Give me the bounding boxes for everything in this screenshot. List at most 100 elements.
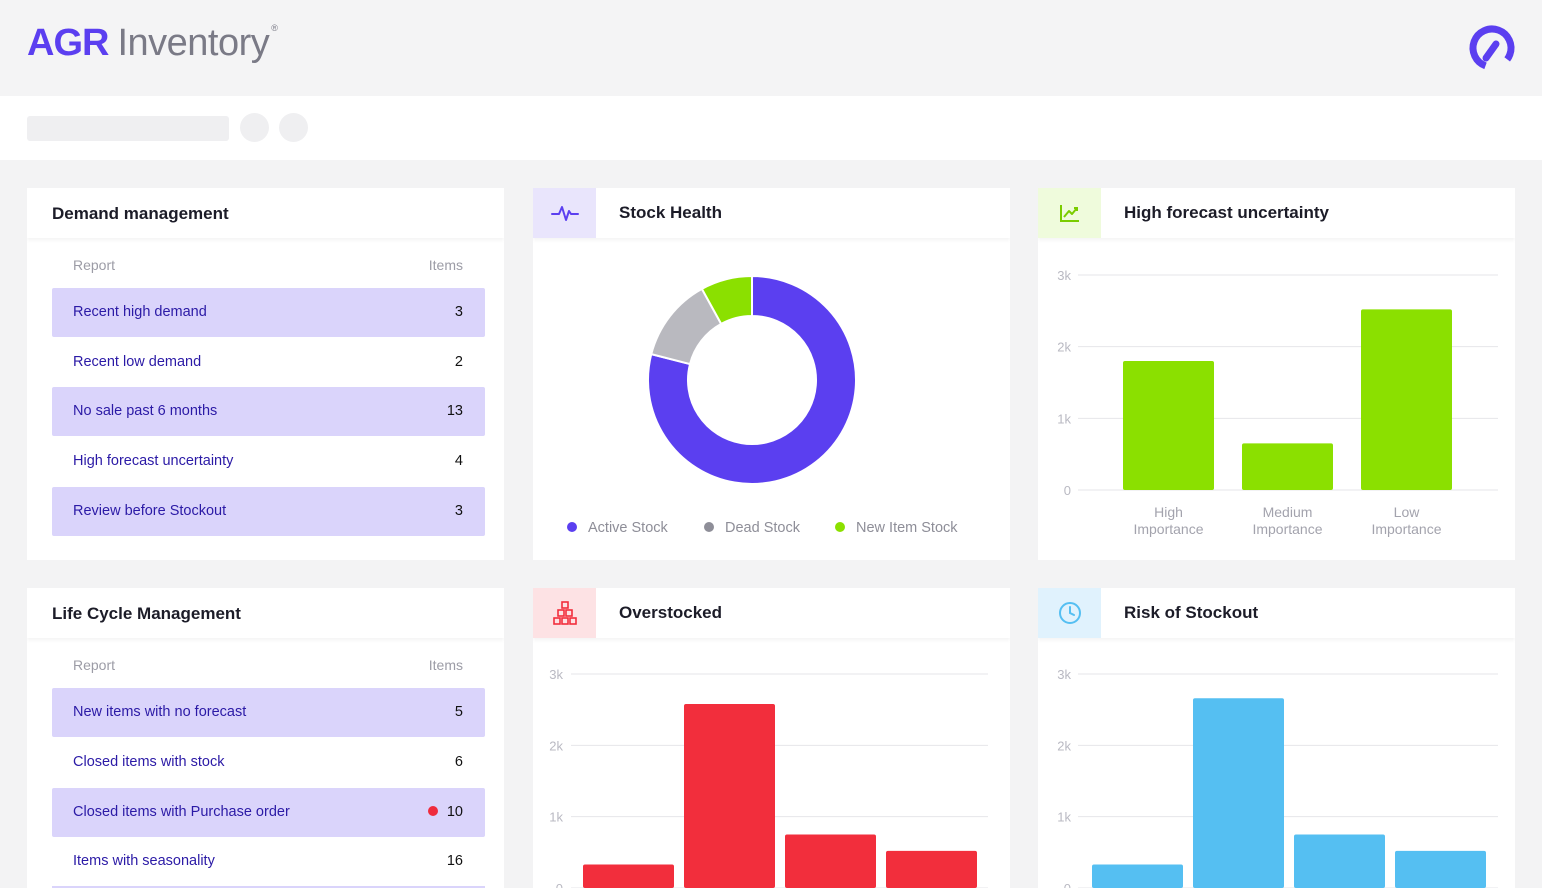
donut-slice: [647, 274, 857, 485]
y-tick-label: 3k: [549, 667, 563, 682]
report-label: High forecast uncertainty: [73, 453, 234, 469]
card-title: Life Cycle Management: [52, 604, 241, 623]
stock-health-donut-chart: [647, 274, 857, 485]
y-tick-label: 2k: [1057, 738, 1071, 753]
report-label: Closed items with stock: [73, 754, 225, 770]
report-row[interactable]: No sale past 6 months 13: [52, 387, 485, 436]
x-tick-label: High: [1154, 504, 1183, 520]
top-bar: AGR Inventory ®: [0, 0, 1542, 96]
report-label: Recent high demand: [73, 304, 207, 320]
bar: [684, 703, 775, 888]
bar: [1242, 443, 1333, 490]
legend-label: New Item Stock: [856, 520, 958, 536]
x-tick-label: Medium: [1263, 504, 1313, 520]
report-count: 2: [454, 354, 463, 370]
bar: [785, 834, 876, 888]
clock-icon: [1038, 588, 1101, 638]
logo-secondary: Inventory: [117, 22, 270, 64]
report-label: No sale past 6 months: [73, 403, 218, 419]
y-tick-label: 1k: [1057, 810, 1071, 825]
report-count: 13: [446, 403, 463, 419]
report-label: Review before Stockout: [73, 503, 227, 519]
y-tick-label: 1k: [549, 810, 563, 825]
card-header: Overstocked: [533, 588, 1010, 638]
alert-dot: [427, 806, 438, 816]
card-header: Risk of Stockout: [1038, 588, 1515, 638]
report-count-value: 10: [446, 804, 463, 820]
legend-item[interactable]: Active Stock: [567, 518, 668, 538]
column-header-report: Report: [73, 657, 116, 673]
bar: [1193, 698, 1284, 888]
legend-item[interactable]: Dead Stock: [704, 518, 800, 538]
y-tick-label: 1k: [1057, 411, 1071, 426]
report-count: 16: [446, 853, 463, 869]
y-tick-label: 0: [556, 881, 563, 888]
y-tick-label: 2k: [1057, 340, 1071, 355]
search-placeholder: [27, 116, 229, 141]
x-tick-label: Importance: [1371, 521, 1441, 537]
stockout-bar-chart: 0 1k 2k 3k: [1057, 667, 1498, 888]
stock-health-card: Stock Health Active Stock Dead Stock New…: [533, 188, 1010, 560]
trend-chart-icon: [1038, 188, 1101, 238]
report-count: 10: [427, 788, 463, 837]
logo-registered-mark: ®: [271, 23, 278, 33]
bar: [1123, 361, 1214, 490]
forecast-uncertainty-card: High forecast uncertainty 0 1k 2k 3k High Imp…: [1038, 188, 1515, 560]
report-label: Closed items with Purchase order: [73, 804, 290, 820]
report-row[interactable]: Review before Stockout 3: [52, 487, 485, 536]
report-row[interactable]: Closed items with stock 6: [52, 738, 485, 787]
report-label: New items with no forecast: [73, 704, 247, 720]
card-title: Risk of Stockout: [1124, 603, 1259, 622]
legend-label: Active Stock: [588, 520, 668, 536]
card-header: Stock Health: [533, 188, 1010, 238]
row-divider: [52, 886, 485, 888]
logo-primary: AGR: [27, 22, 109, 64]
legend-item[interactable]: New Item Stock: [835, 518, 958, 538]
card-title: Demand management: [52, 204, 229, 223]
pulse-icon: [533, 188, 596, 238]
report-count: 3: [454, 503, 463, 519]
brand-swoosh-icon[interactable]: [1466, 22, 1518, 74]
report-count: 4: [454, 453, 463, 469]
legend-swatch: [567, 522, 577, 532]
risk-of-stockout-card: Risk of Stockout 0 1k 2k 3k: [1038, 588, 1515, 888]
report-count: 3: [454, 304, 463, 320]
card-title: High forecast uncertainty: [1124, 203, 1329, 222]
chart-legend: Active Stock Dead Stock New Item Stock: [533, 518, 1010, 538]
report-row[interactable]: Recent low demand 2: [52, 338, 485, 387]
card-header: Life Cycle Management: [27, 588, 504, 638]
forecast-bar-chart: 01k2k3kHighImportanceMediumImportanceLow…: [1057, 268, 1498, 537]
report-count: 5: [454, 704, 463, 720]
app-logo[interactable]: AGR Inventory ®: [27, 22, 278, 74]
column-header-report: Report: [73, 257, 116, 273]
overstocked-bar-chart: 0 1k 2k 3k: [549, 667, 988, 888]
legend-label: Dead Stock: [725, 520, 800, 536]
card-header: High forecast uncertainty: [1038, 188, 1515, 238]
stacked-boxes-icon: [533, 588, 596, 638]
bar: [1361, 309, 1452, 490]
column-header-items: Items: [428, 257, 463, 273]
y-tick-label: 3k: [1057, 667, 1071, 682]
bar: [583, 864, 674, 888]
card-title: Stock Health: [619, 203, 722, 222]
card-header: Demand management: [27, 188, 504, 238]
toolbar: [0, 96, 1542, 160]
life-cycle-management-card: Life Cycle Management Report Items New i…: [27, 588, 504, 888]
report-count: 6: [454, 754, 463, 770]
placeholder-button: [279, 113, 308, 142]
report-row[interactable]: Recent high demand 3: [52, 288, 485, 337]
report-label: Items with seasonality: [73, 853, 215, 869]
report-row[interactable]: High forecast uncertainty 4: [52, 437, 485, 486]
placeholder-button: [240, 113, 269, 142]
y-tick-label: 0: [1064, 483, 1071, 498]
x-tick-label: Importance: [1133, 521, 1203, 537]
report-row[interactable]: Items with seasonality 16: [52, 837, 485, 886]
x-tick-label: Low: [1394, 504, 1421, 520]
report-row[interactable]: New items with no forecast 5: [52, 688, 485, 737]
bar: [1092, 864, 1183, 888]
legend-swatch: [835, 522, 845, 532]
report-label: Recent low demand: [73, 354, 202, 370]
y-tick-label: 3k: [1057, 268, 1071, 283]
bar: [1395, 850, 1486, 888]
report-row[interactable]: Closed items with Purchase order 10: [52, 788, 485, 837]
